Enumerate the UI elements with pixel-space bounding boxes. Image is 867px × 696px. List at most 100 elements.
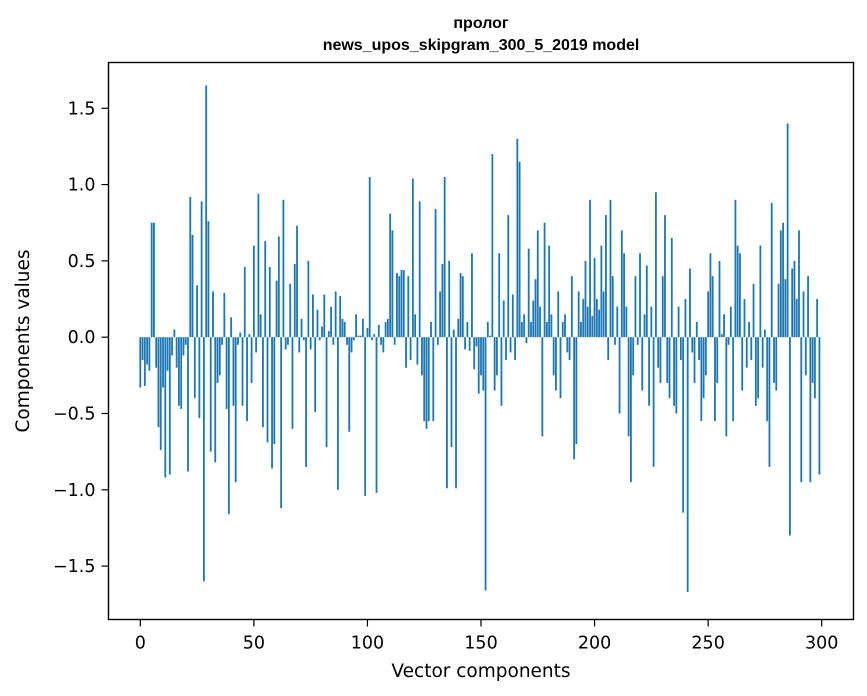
bar [811,337,814,383]
y-tick-label: −1.0 [53,481,96,501]
bar [377,324,380,338]
bar [175,337,178,368]
y-axis-label: Components values [13,249,34,432]
bar [153,222,155,338]
bar [271,337,273,469]
bar [155,337,158,368]
bar [702,337,705,399]
bar [223,292,226,338]
bar [168,337,171,475]
bar [695,321,698,338]
bar [564,314,566,338]
bar [373,334,376,338]
bar [296,225,298,338]
bar [489,335,491,338]
bar [668,337,671,399]
y-tick-label: −0.5 [53,404,96,424]
bar [516,138,519,338]
bar [593,257,596,338]
bar [468,337,471,351]
bar [441,263,444,338]
bar [664,215,666,338]
bar [548,245,551,338]
bar [809,337,812,483]
bar [386,318,389,338]
bar [798,230,800,338]
bar [714,337,716,422]
bar [804,337,807,376]
bar [323,294,326,338]
bar [539,306,541,338]
bar [807,276,809,338]
bar [423,337,426,422]
bar [816,299,819,338]
bar [350,337,353,353]
bar [552,337,555,376]
bar [534,279,537,338]
bar [300,318,303,338]
bar [584,260,587,338]
bar [375,337,378,493]
bar [446,337,448,489]
bar [266,337,269,443]
bar [343,321,346,338]
bar [602,291,605,338]
bar [452,329,455,338]
y-tick-label: 1.5 [68,99,96,119]
bar [148,337,151,371]
bar [455,337,457,489]
bar [436,337,439,345]
bar [402,270,405,338]
bar [314,337,317,412]
bar [659,337,662,383]
bar [657,337,660,368]
bar [227,337,230,515]
bar [341,318,344,338]
bar [502,300,505,338]
bar [673,337,675,406]
bar [618,337,621,414]
bar [693,337,696,383]
bar [439,291,442,338]
bar [577,291,580,338]
bar [162,337,164,388]
bar [639,253,641,338]
bar [700,337,703,422]
chart-subtitle: news_upos_skipgram_300_5_2019 model [323,37,640,54]
bar [477,337,480,394]
bar [225,337,228,409]
bar [729,306,732,338]
bar [791,268,794,338]
bar [704,337,707,376]
bar [291,337,294,429]
bar [371,337,373,341]
bar [625,306,628,338]
bar [732,337,735,422]
bar [348,337,351,432]
bar [416,337,419,365]
bar [146,337,149,365]
bar [739,253,741,338]
y-tick-label: 1.0 [68,176,96,196]
bar [459,273,462,338]
bar [623,253,626,338]
bar [498,253,501,338]
bar [425,337,428,429]
bar [627,337,630,437]
x-tick-label: 250 [691,634,724,654]
x-axis-label: Vector components [391,661,570,682]
bar [434,209,437,338]
bar [337,337,339,490]
bar [405,337,407,368]
bar [380,337,382,345]
bar [157,337,160,428]
bar [200,201,203,338]
bar [813,337,816,399]
bar [389,213,392,338]
bar [257,193,260,338]
bar [654,192,657,338]
bar [543,222,546,338]
bar [525,337,528,344]
bar [568,337,571,361]
bar [202,337,205,582]
